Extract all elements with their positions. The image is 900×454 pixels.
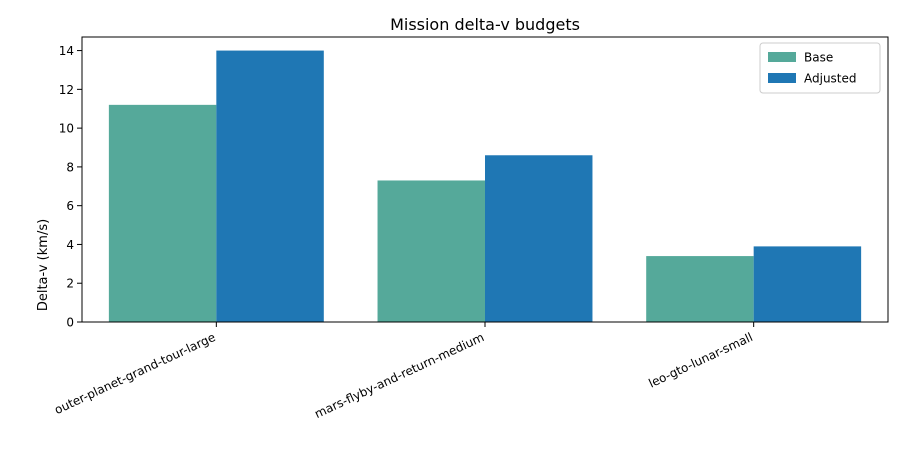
y-tick-label: 14 xyxy=(59,44,74,58)
bar-base-2 xyxy=(646,256,754,322)
bar-base-1 xyxy=(377,180,485,322)
legend-swatch-base xyxy=(768,52,796,62)
y-axis-label: Delta-v (km/s) xyxy=(36,219,51,311)
bar-base-0 xyxy=(108,104,217,322)
y-tick-label: 6 xyxy=(66,199,74,213)
legend-swatch-adjusted xyxy=(768,73,796,83)
y-tick-label: 8 xyxy=(66,160,74,174)
y-tick-label: 12 xyxy=(59,83,74,97)
y-tick-label: 4 xyxy=(66,238,74,252)
bar-adjusted-1 xyxy=(485,155,593,322)
x-tick-label: mars-flyby-and-return-medium xyxy=(312,330,486,421)
x-tick-label: outer-planet-grand-tour-large xyxy=(52,330,217,417)
legend: Base Adjusted xyxy=(759,42,881,94)
y-tick-label: 2 xyxy=(66,277,74,291)
x-tick-label: leo-gto-lunar-small xyxy=(646,330,754,391)
chart-title: Mission delta-v budgets xyxy=(390,15,580,34)
legend-label-base: Base xyxy=(804,51,833,65)
bars-layer xyxy=(108,50,862,322)
y-tick-label: 10 xyxy=(59,122,74,136)
y-tick-label: 0 xyxy=(66,316,74,330)
bar-adjusted-2 xyxy=(753,246,862,322)
bar-adjusted-0 xyxy=(216,50,324,322)
legend-label-adjusted: Adjusted xyxy=(804,72,857,86)
